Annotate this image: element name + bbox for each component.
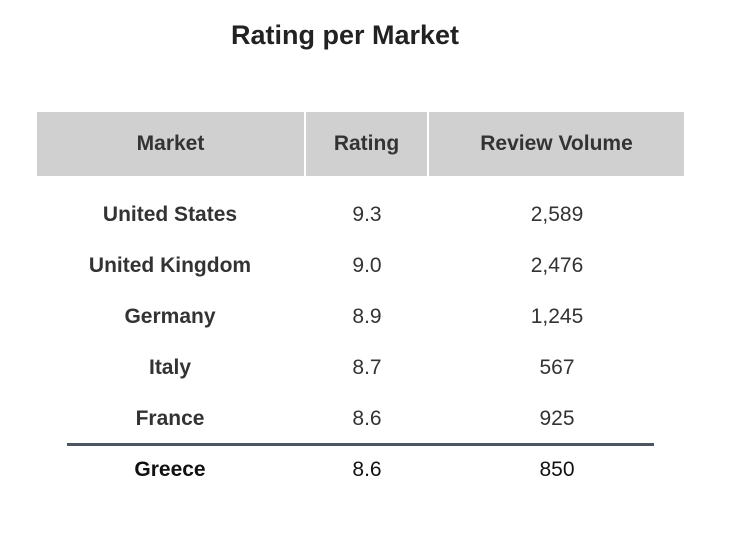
value-cell: 925 [539,407,575,430]
market-cell: France [135,407,205,430]
value-cell: 1,245 [530,305,584,328]
value-cell: 8.6 [352,458,382,481]
value-cell: 8.9 [352,305,382,328]
value-cell: 567 [539,356,575,379]
value-cell: 8.6 [352,407,382,430]
value-cell: 9.3 [352,203,382,226]
column-header: Rating [306,112,427,176]
market-cell: Greece [134,458,206,481]
value-cell: 9.0 [352,254,382,277]
market-cell: United Kingdom [88,254,252,277]
value-cell: 2,589 [530,203,584,226]
column-header: Market [37,112,304,176]
market-cell: Germany [124,305,216,328]
title: Rating per Market [230,20,460,50]
value-cell: 2,476 [530,254,584,277]
column-header: Review Volume [429,112,684,176]
value-cell: 850 [539,458,575,481]
value-cell: 8.7 [352,356,382,379]
market-cell: Italy [148,356,192,379]
separator-line [67,443,654,446]
market-cell: United States [102,203,238,226]
